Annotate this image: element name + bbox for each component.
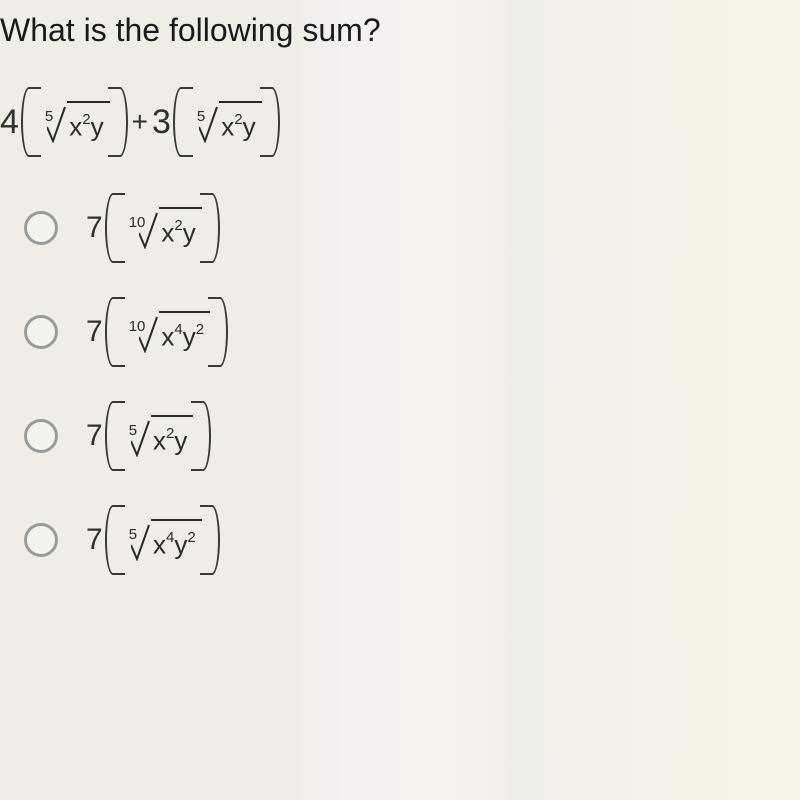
surd-icon [139,315,159,353]
coef-1: 4 [0,103,19,142]
opt-radicand: x2y [159,207,201,250]
question-text: What is the following sum? [0,0,800,49]
opt-radicand: x4y2 [151,519,202,562]
radical-1: 5 x2y [39,101,110,144]
exp: 4 [166,529,174,546]
exp-2: 2 [234,111,242,128]
option-row[interactable]: 7 5 x4y2 [24,503,800,577]
var-x: x [161,321,174,351]
exp: 2 [166,425,174,442]
var-x: x [153,529,166,559]
surd-icon [199,105,219,143]
option-row[interactable]: 7 5 x2y [24,399,800,473]
var-y: y [183,321,196,351]
var-x: x [221,111,234,141]
var-y: y [91,111,104,141]
opt-paren: 5 x2y [105,399,212,473]
exp: 2 [196,321,204,338]
main-expression: 4 5 x2y + 3 5 [0,85,800,159]
opt-paren: 10 x4y2 [105,295,228,369]
paren-2: 5 x2y [173,85,280,159]
coef-2: 3 [152,103,171,142]
radio-button[interactable] [24,211,58,245]
radicand-2: x2y [219,101,261,144]
term-2: 3 5 x2y [152,85,280,159]
exp: 2 [174,217,182,234]
radicand-1: x2y [67,101,109,144]
options-list: 7 10 x2y 7 10 x4y2 [0,191,800,577]
radio-button[interactable] [24,419,58,453]
opt-radicand: x4y2 [159,311,210,354]
exp: 2 [187,529,195,546]
radio-button[interactable] [24,523,58,557]
surd-icon [47,105,67,143]
radical-2: 5 x2y [191,101,262,144]
opt-radical: 10 x4y2 [123,311,210,354]
var-y: y [174,425,187,455]
exp-1: 2 [82,111,90,128]
var-y: y [243,111,256,141]
var-x: x [69,111,82,141]
option-term: 7 10 x2y [86,191,220,265]
opt-paren: 10 x2y [105,191,220,265]
opt-paren: 5 x4y2 [105,503,220,577]
opt-coef: 7 [86,419,103,453]
option-term: 7 5 x2y [86,399,211,473]
option-term: 7 5 x4y2 [86,503,220,577]
var-y: y [174,529,187,559]
opt-coef: 7 [86,315,103,349]
paren-1: 5 x2y [21,85,128,159]
var-x: x [153,425,166,455]
term-1: 4 5 x2y [0,85,128,159]
option-row[interactable]: 7 10 x2y [24,191,800,265]
radio-button[interactable] [24,315,58,349]
opt-radical: 5 x4y2 [123,519,202,562]
opt-radical: 5 x2y [123,415,194,458]
opt-radical: 10 x2y [123,207,202,250]
opt-radicand: x2y [151,415,193,458]
surd-icon [139,211,159,249]
option-row[interactable]: 7 10 x4y2 [24,295,800,369]
var-x: x [161,217,174,247]
opt-coef: 7 [86,523,103,557]
var-y: y [183,217,196,247]
surd-icon [131,523,151,561]
option-term: 7 10 x4y2 [86,295,228,369]
plus-sign: + [132,106,148,138]
surd-icon [131,419,151,457]
opt-coef: 7 [86,211,103,245]
exp: 4 [174,321,182,338]
